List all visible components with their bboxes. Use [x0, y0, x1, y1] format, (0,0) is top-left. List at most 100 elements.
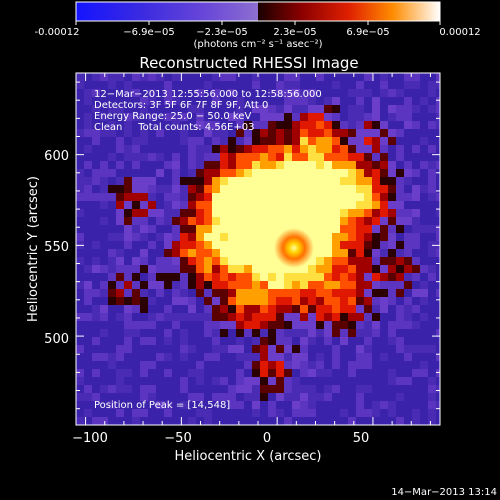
image-pixel: [244, 129, 253, 138]
image-pixel: [100, 273, 109, 282]
image-pixel: [332, 81, 341, 90]
image-pixel: [396, 305, 405, 314]
image-pixel: [292, 113, 301, 122]
image-pixel: [252, 281, 261, 290]
image-pixel: [212, 417, 221, 425]
image-pixel: [420, 193, 429, 202]
image-pixel: [164, 289, 173, 298]
image-pixel: [404, 145, 413, 154]
image-pixel: [292, 345, 301, 354]
image-pixel: [132, 281, 141, 290]
image-pixel: [420, 137, 429, 146]
image-pixel: [268, 273, 277, 282]
image-pixel: [436, 217, 440, 226]
image-pixel: [396, 393, 405, 402]
image-pixel: [196, 385, 205, 394]
image-pixel: [188, 209, 197, 218]
image-pixel: [396, 313, 405, 322]
image-pixel: [236, 281, 245, 290]
image-pixel: [380, 377, 389, 386]
image-pixel: [356, 153, 365, 162]
image-pixel: [268, 73, 277, 82]
image-pixel: [140, 393, 149, 402]
image-pixel: [132, 241, 141, 250]
image-pixel: [260, 161, 269, 170]
image-pixel: [380, 233, 389, 242]
image-pixel: [132, 377, 141, 386]
image-pixel: [244, 225, 253, 234]
image-pixel: [364, 313, 373, 322]
image-pixel: [212, 409, 221, 418]
image-pixel: [332, 185, 341, 194]
image-pixel: [292, 289, 301, 298]
image-pixel: [332, 89, 341, 98]
image-pixel: [156, 393, 165, 402]
image-pixel: [148, 289, 157, 298]
image-pixel: [340, 329, 349, 338]
image-pixel: [396, 417, 405, 425]
image-pixel: [396, 193, 405, 202]
image-pixel: [404, 329, 413, 338]
image-pixel: [172, 345, 181, 354]
image-pixel: [348, 369, 357, 378]
image-pixel: [300, 265, 309, 274]
image-pixel: [156, 161, 165, 170]
image-pixel: [340, 313, 349, 322]
image-pixel: [228, 409, 237, 418]
image-pixel: [180, 73, 189, 82]
image-pixel: [92, 297, 101, 306]
image-pixel: [132, 121, 141, 130]
image-pixel: [292, 153, 301, 162]
image-pixel: [156, 225, 165, 234]
image-pixel: [228, 417, 237, 425]
image-pixel: [172, 401, 181, 410]
image-pixel: [356, 393, 365, 402]
image-pixel: [316, 201, 325, 210]
image-pixel: [340, 409, 349, 418]
image-pixel: [292, 321, 301, 330]
image-pixel: [228, 209, 237, 218]
image-pixel: [196, 193, 205, 202]
image-pixel: [324, 89, 333, 98]
image-pixel: [140, 161, 149, 170]
image-pixel: [252, 113, 261, 122]
image-pixel: [188, 177, 197, 186]
image-pixel: [84, 289, 93, 298]
image-pixel: [316, 313, 325, 322]
image-pixel: [108, 401, 117, 410]
image-pixel: [84, 257, 93, 266]
image-pixel: [92, 313, 101, 322]
image-pixel: [164, 257, 173, 266]
image-pixel: [372, 145, 381, 154]
image-pixel: [172, 353, 181, 362]
image-pixel: [436, 185, 440, 194]
image-pixel: [292, 105, 301, 114]
image-pixel: [356, 209, 365, 218]
image-pixel: [436, 265, 440, 274]
image-pixel: [132, 129, 141, 138]
image-pixel: [420, 145, 429, 154]
image-pixel: [252, 233, 261, 242]
image-pixel: [244, 289, 253, 298]
image-pixel: [228, 369, 237, 378]
image-pixel: [364, 385, 373, 394]
image-pixel: [324, 377, 333, 386]
image-pixel: [396, 265, 405, 274]
image-pixel: [92, 177, 101, 186]
image-pixel: [268, 209, 277, 218]
image-pixel: [388, 353, 397, 362]
image-pixel: [396, 409, 405, 418]
image-pixel: [212, 113, 221, 122]
image-pixel: [172, 385, 181, 394]
image-pixel: [284, 193, 293, 202]
image-pixel: [404, 305, 413, 314]
image-pixel: [228, 401, 237, 410]
image-pixel: [260, 185, 269, 194]
image-pixel: [332, 393, 341, 402]
image-pixel: [340, 345, 349, 354]
image-pixel: [220, 257, 229, 266]
image-pixel: [396, 161, 405, 170]
image-pixel: [300, 417, 309, 425]
image-pixel: [100, 329, 109, 338]
image-pixel: [260, 217, 269, 226]
